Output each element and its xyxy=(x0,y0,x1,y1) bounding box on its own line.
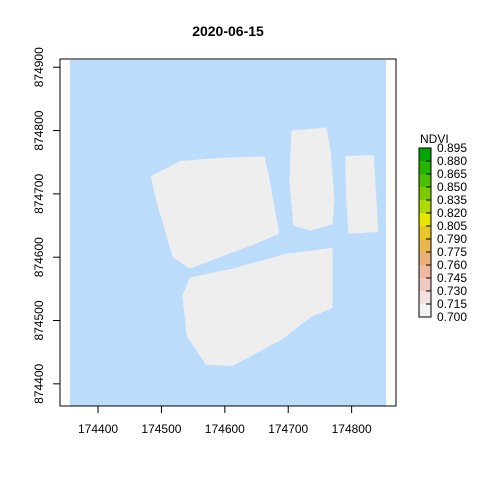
legend-tick-label: 0.760 xyxy=(437,258,467,272)
map-title: 2020-06-15 xyxy=(192,23,264,39)
legend-tick-label: 0.775 xyxy=(437,245,467,259)
legend-tick-label: 0.790 xyxy=(437,232,467,246)
legend-color-step xyxy=(419,304,431,318)
legend-tick-label: 0.865 xyxy=(437,167,467,181)
field-middle xyxy=(289,127,335,231)
x-tick-label: 174400 xyxy=(78,422,118,436)
field-south xyxy=(182,247,333,367)
y-tick-label: 874400 xyxy=(32,363,46,403)
y-tick-label: 874800 xyxy=(32,110,46,150)
y-tick-label: 874600 xyxy=(32,237,46,277)
legend-bar-outline xyxy=(418,147,432,318)
legend-color-step xyxy=(419,174,431,188)
legend-tick-label: 0.805 xyxy=(437,219,467,233)
legend-tick-label: 0.730 xyxy=(437,284,467,298)
legend-tick-label: 0.835 xyxy=(437,193,467,207)
ndvi-legend: NDVI 0.8950.8800.8650.8500.8350.8200.805… xyxy=(418,132,467,324)
legend-color-step xyxy=(419,200,431,214)
legend-tick-label: 0.880 xyxy=(437,154,467,168)
x-tick-label: 174600 xyxy=(205,422,245,436)
y-axis: 874400 874500 874600 874700 874800 874900 xyxy=(32,47,61,404)
legend-tick-label: 0.850 xyxy=(437,180,467,194)
legend-color-step xyxy=(419,226,431,240)
legend-color-step xyxy=(419,278,431,292)
field-polygons xyxy=(150,127,379,367)
legend-tick-label: 0.700 xyxy=(437,310,467,324)
legend-color-step xyxy=(419,291,431,305)
x-axis: 174400 174500 174600 174700 174800 xyxy=(78,405,372,436)
x-tick-label: 174700 xyxy=(268,422,308,436)
legend-color-step xyxy=(419,161,431,175)
legend-colorbar xyxy=(418,147,432,318)
legend-color-step xyxy=(419,213,431,227)
legend-tick-label: 0.745 xyxy=(437,271,467,285)
legend-ticks: 0.8950.8800.8650.8500.8350.8200.8050.790… xyxy=(426,141,467,324)
legend-color-step xyxy=(419,252,431,266)
legend-color-step xyxy=(419,148,431,162)
legend-color-step xyxy=(419,187,431,201)
x-tick-label: 174500 xyxy=(141,422,181,436)
map-panel xyxy=(59,58,397,407)
field-east xyxy=(345,155,379,234)
legend-tick-label: 0.820 xyxy=(437,206,467,220)
field-west xyxy=(150,156,280,269)
y-tick-label: 874700 xyxy=(32,174,46,214)
legend-title: NDVI xyxy=(420,132,449,146)
legend-tick-label: 0.895 xyxy=(437,141,467,155)
y-tick-label: 874900 xyxy=(32,47,46,87)
y-tick-label: 874500 xyxy=(32,300,46,340)
legend-color-step xyxy=(419,239,431,253)
x-tick-label: 174800 xyxy=(332,422,372,436)
legend-tick-label: 0.715 xyxy=(437,297,467,311)
legend-color-step xyxy=(419,265,431,279)
